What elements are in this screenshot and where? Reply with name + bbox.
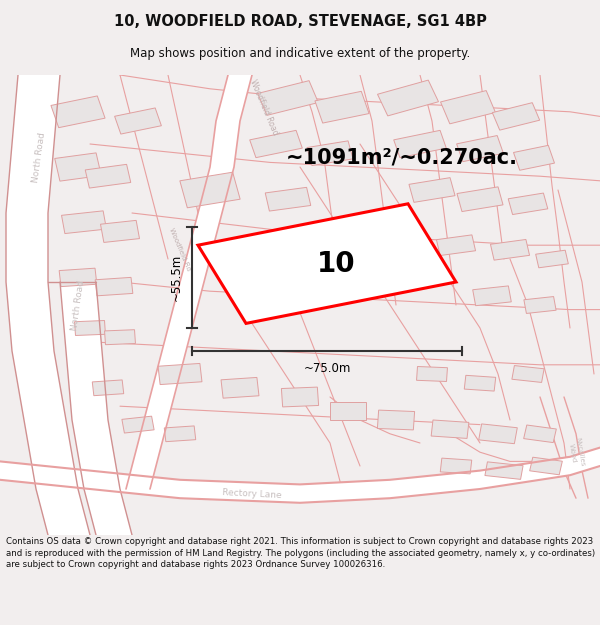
Polygon shape [536, 250, 568, 268]
Polygon shape [416, 366, 448, 381]
Polygon shape [250, 131, 302, 158]
Text: Woodfield Road: Woodfield Road [248, 78, 280, 136]
Text: North Road: North Road [70, 279, 86, 331]
Polygon shape [524, 297, 556, 313]
Text: Woodfield Rd: Woodfield Rd [168, 228, 192, 272]
Polygon shape [464, 376, 496, 391]
Polygon shape [101, 221, 139, 243]
Polygon shape [490, 239, 530, 260]
Polygon shape [158, 363, 202, 384]
Polygon shape [95, 278, 133, 296]
Text: Rectory Lane: Rectory Lane [222, 488, 282, 499]
Polygon shape [164, 426, 196, 442]
Polygon shape [377, 80, 439, 116]
Text: ~75.0m: ~75.0m [304, 362, 350, 376]
Polygon shape [221, 378, 259, 398]
Text: ~55.5m: ~55.5m [170, 254, 183, 301]
Polygon shape [60, 282, 132, 535]
Polygon shape [0, 448, 600, 503]
Polygon shape [104, 330, 136, 345]
Polygon shape [92, 380, 124, 396]
Polygon shape [180, 173, 240, 208]
Text: Contains OS data © Crown copyright and database right 2021. This information is : Contains OS data © Crown copyright and d… [6, 537, 595, 569]
Polygon shape [330, 402, 366, 420]
Polygon shape [493, 102, 539, 130]
Polygon shape [479, 424, 517, 444]
Polygon shape [457, 187, 503, 211]
Polygon shape [6, 75, 90, 535]
Text: Nycolles
Wood: Nycolles Wood [567, 437, 585, 468]
Polygon shape [512, 366, 544, 382]
Polygon shape [198, 204, 456, 323]
Polygon shape [126, 75, 252, 489]
Polygon shape [51, 96, 105, 128]
Polygon shape [377, 410, 415, 430]
Polygon shape [440, 458, 472, 474]
Polygon shape [508, 193, 548, 214]
Polygon shape [265, 188, 311, 211]
Polygon shape [524, 425, 556, 442]
Polygon shape [62, 211, 106, 234]
Polygon shape [122, 416, 154, 433]
Polygon shape [281, 387, 319, 407]
Polygon shape [55, 153, 101, 181]
Text: 10: 10 [317, 249, 355, 278]
Polygon shape [394, 131, 446, 158]
Polygon shape [431, 420, 469, 438]
Polygon shape [307, 141, 353, 166]
Polygon shape [74, 321, 106, 336]
Polygon shape [59, 268, 97, 287]
Polygon shape [115, 108, 161, 134]
Polygon shape [257, 81, 319, 116]
Polygon shape [315, 91, 369, 123]
Text: 10, WOODFIELD ROAD, STEVENAGE, SG1 4BP: 10, WOODFIELD ROAD, STEVENAGE, SG1 4BP [113, 14, 487, 29]
Polygon shape [85, 164, 131, 188]
Polygon shape [473, 286, 511, 306]
Polygon shape [440, 91, 496, 124]
Polygon shape [485, 462, 523, 479]
Polygon shape [436, 235, 476, 256]
Polygon shape [514, 146, 554, 170]
Text: North Road: North Road [31, 132, 47, 184]
Text: ~1091m²/~0.270ac.: ~1091m²/~0.270ac. [286, 148, 518, 168]
Text: Map shows position and indicative extent of the property.: Map shows position and indicative extent… [130, 48, 470, 61]
Polygon shape [409, 177, 455, 202]
Polygon shape [530, 458, 562, 475]
Polygon shape [457, 136, 503, 162]
